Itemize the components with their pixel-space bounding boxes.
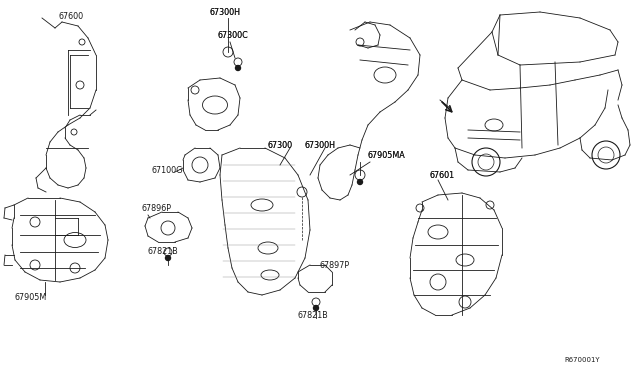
Circle shape <box>358 180 362 185</box>
Circle shape <box>236 65 241 71</box>
Text: 67300C: 67300C <box>218 31 249 39</box>
Text: 67905MA: 67905MA <box>368 151 406 160</box>
Text: 67601: 67601 <box>430 170 455 180</box>
Text: 67601: 67601 <box>430 170 455 180</box>
Text: 67300H: 67300H <box>305 141 336 150</box>
Text: 67300H: 67300H <box>210 7 241 16</box>
Circle shape <box>166 256 170 260</box>
Text: 67897P: 67897P <box>320 260 350 269</box>
Text: 67905M: 67905M <box>14 294 46 302</box>
Text: 67100G: 67100G <box>152 166 184 174</box>
Text: 67896P: 67896P <box>142 203 172 212</box>
Text: 67300H: 67300H <box>210 7 241 16</box>
Text: 67300: 67300 <box>268 141 293 150</box>
Text: 67821B: 67821B <box>148 247 179 257</box>
Text: 67905MA: 67905MA <box>368 151 406 160</box>
Text: 67600: 67600 <box>58 12 83 20</box>
Text: 67821B: 67821B <box>298 311 329 320</box>
Text: 67300H: 67300H <box>305 141 336 150</box>
Text: R670001Y: R670001Y <box>564 357 600 363</box>
Text: 67300: 67300 <box>268 141 293 150</box>
Text: 67300C: 67300C <box>218 31 249 39</box>
Circle shape <box>314 305 319 311</box>
